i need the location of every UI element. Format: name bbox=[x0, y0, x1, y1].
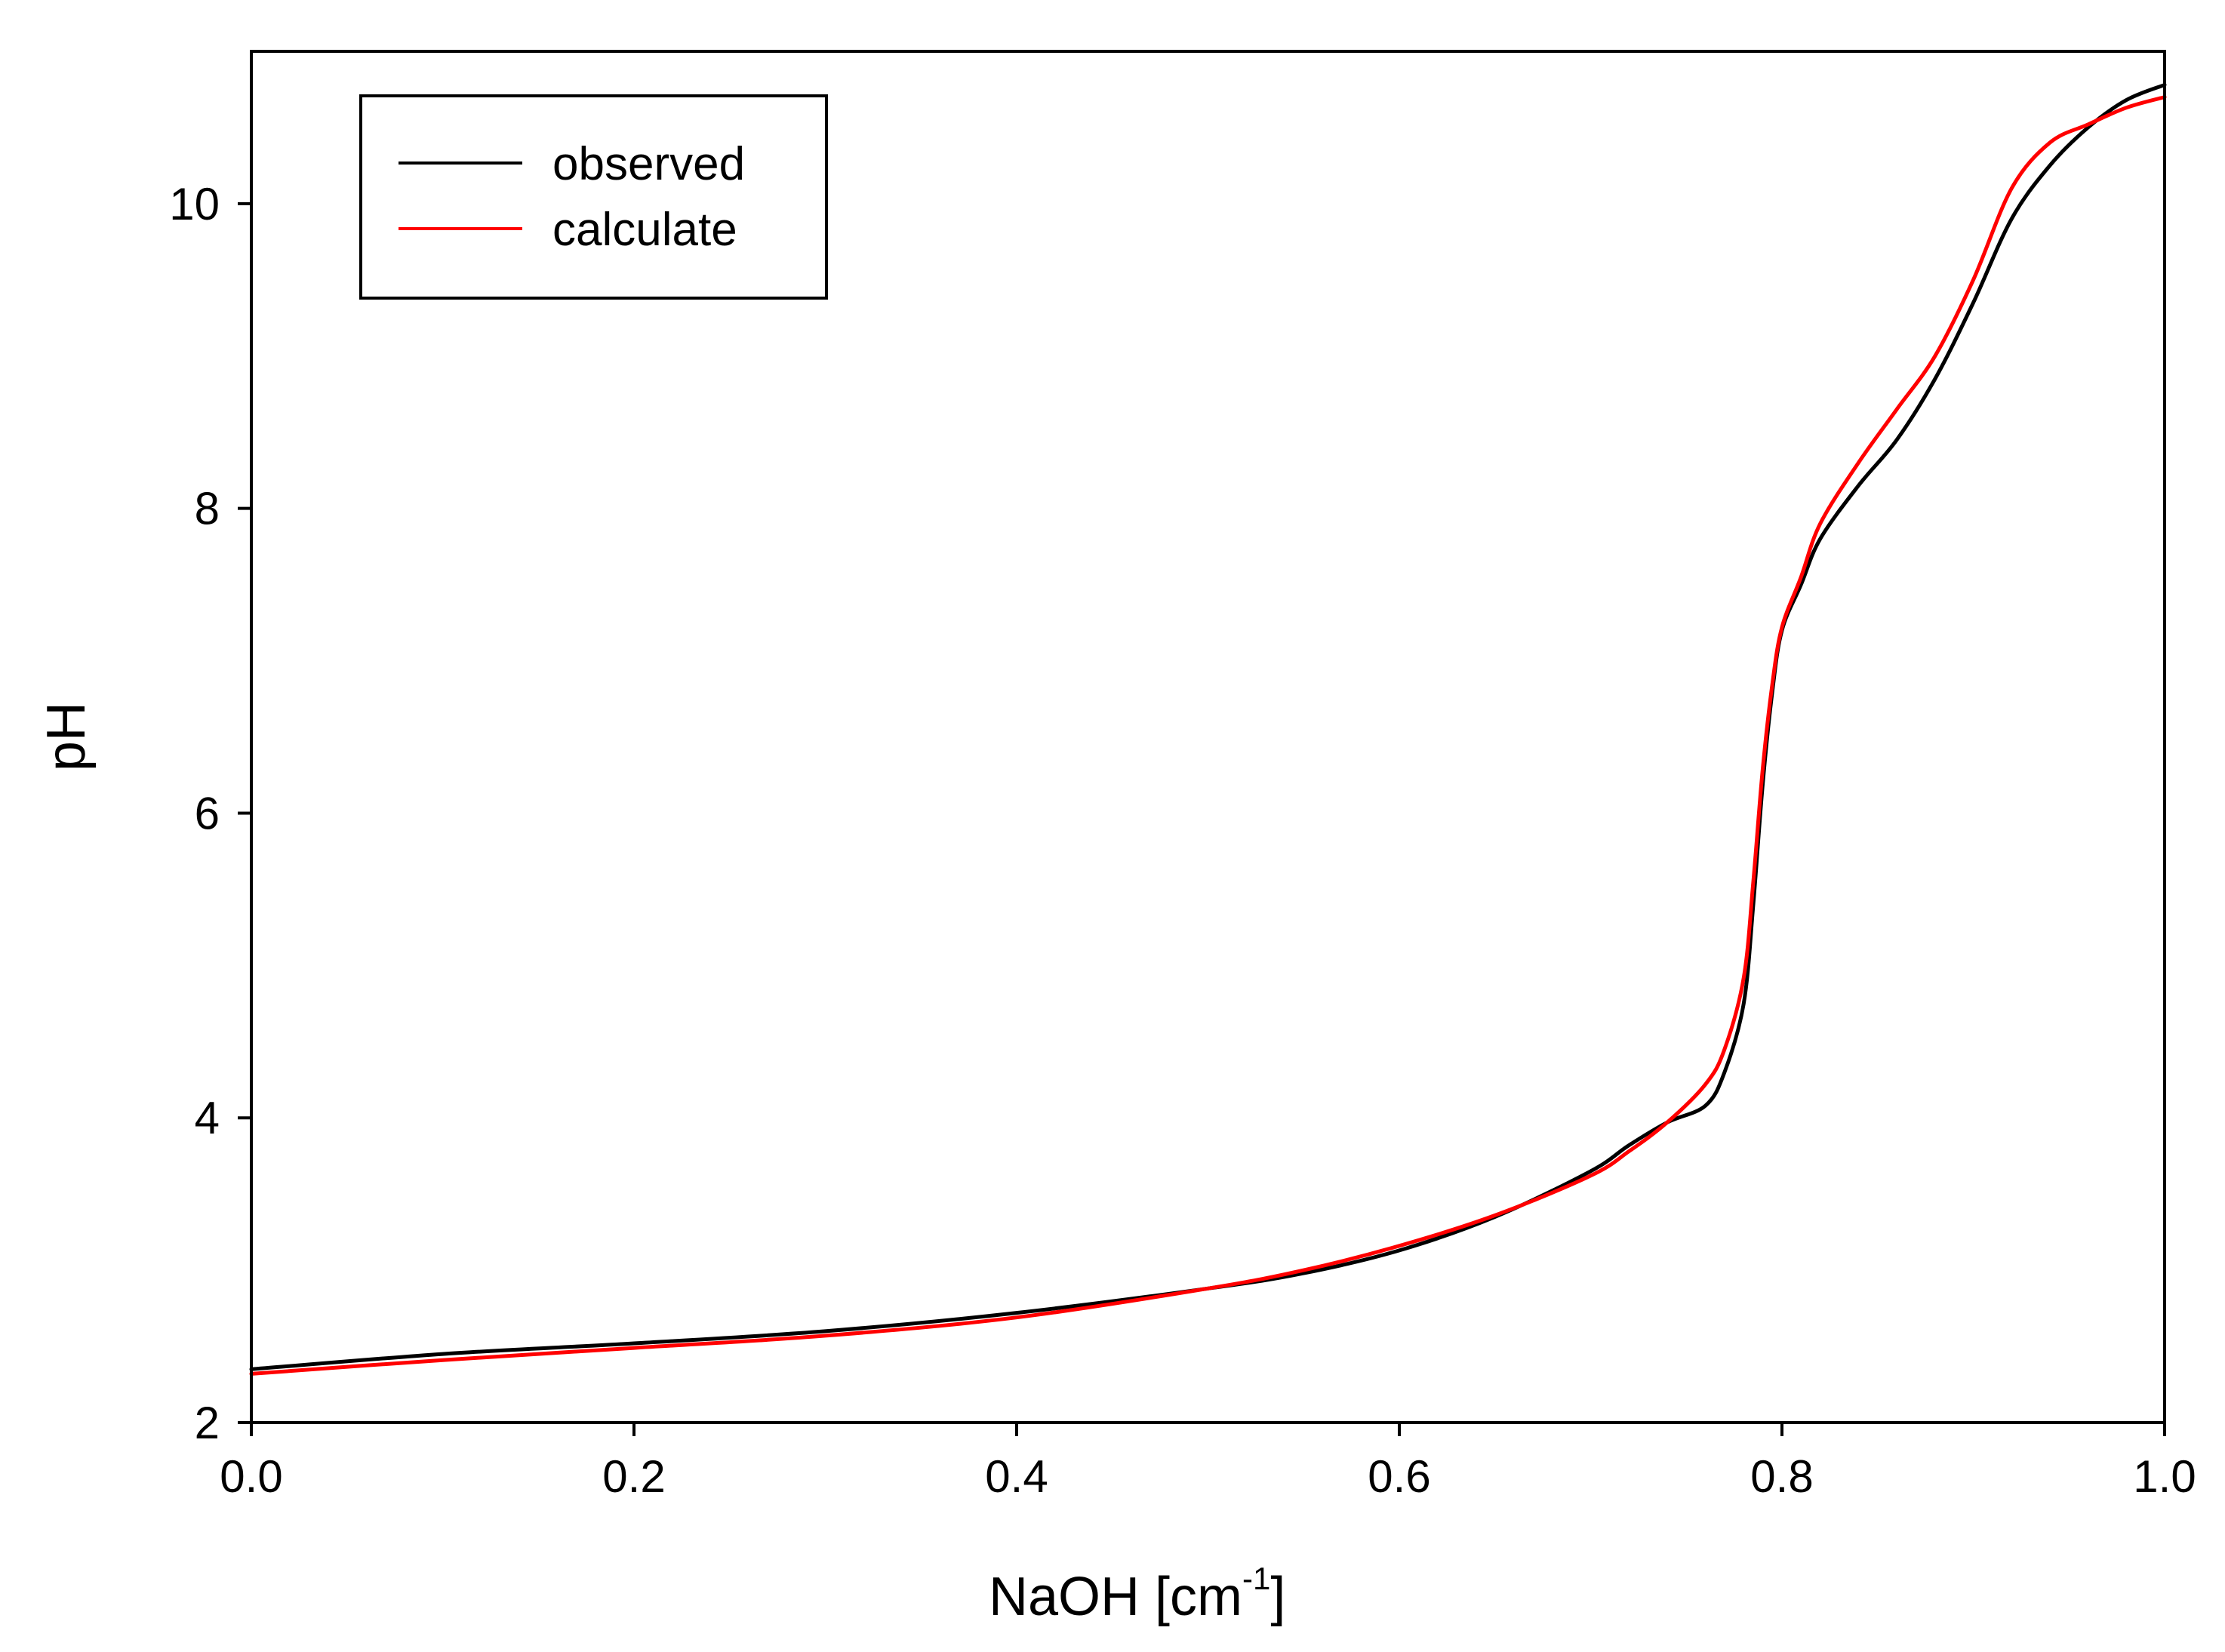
x-axis-label: NaOH [cm-1] bbox=[989, 1561, 1285, 1627]
x-axis-label-superscript: -1 bbox=[1242, 1561, 1270, 1596]
y-tick-label: 2 bbox=[195, 1398, 220, 1448]
x-tick-label: 1.0 bbox=[2133, 1451, 2196, 1502]
x-tick-label: 0.0 bbox=[220, 1451, 282, 1502]
x-tick-label: 0.8 bbox=[1750, 1451, 1813, 1502]
y-tick-label: 8 bbox=[195, 484, 220, 534]
x-axis-label-main: NaOH [cm bbox=[989, 1567, 1242, 1627]
x-tick-label: 0.6 bbox=[1368, 1451, 1430, 1502]
legend: observed calculate bbox=[359, 94, 828, 300]
legend-label-calculate: calculate bbox=[552, 204, 737, 256]
x-tick-label: 0.2 bbox=[602, 1451, 665, 1502]
series-line-observed bbox=[249, 82, 2167, 1371]
y-axis: 2 4 6 8 10 bbox=[169, 179, 251, 1448]
y-tick-label: 10 bbox=[169, 179, 220, 229]
y-tick-label: 4 bbox=[195, 1093, 220, 1143]
x-axis: 0.0 0.2 0.4 0.6 0.8 1.0 bbox=[220, 1423, 2196, 1502]
legend-box bbox=[359, 94, 828, 300]
y-tick-label: 6 bbox=[195, 788, 220, 838]
x-axis-label-bracket: ] bbox=[1270, 1567, 1285, 1627]
legend-label-observed: observed bbox=[552, 138, 745, 190]
x-tick-label: 0.4 bbox=[985, 1451, 1048, 1502]
y-axis-label: pH bbox=[36, 702, 97, 771]
series-line-calculate bbox=[249, 95, 2167, 1376]
series-layer bbox=[249, 82, 2167, 1376]
plot-frame bbox=[250, 50, 2166, 1424]
